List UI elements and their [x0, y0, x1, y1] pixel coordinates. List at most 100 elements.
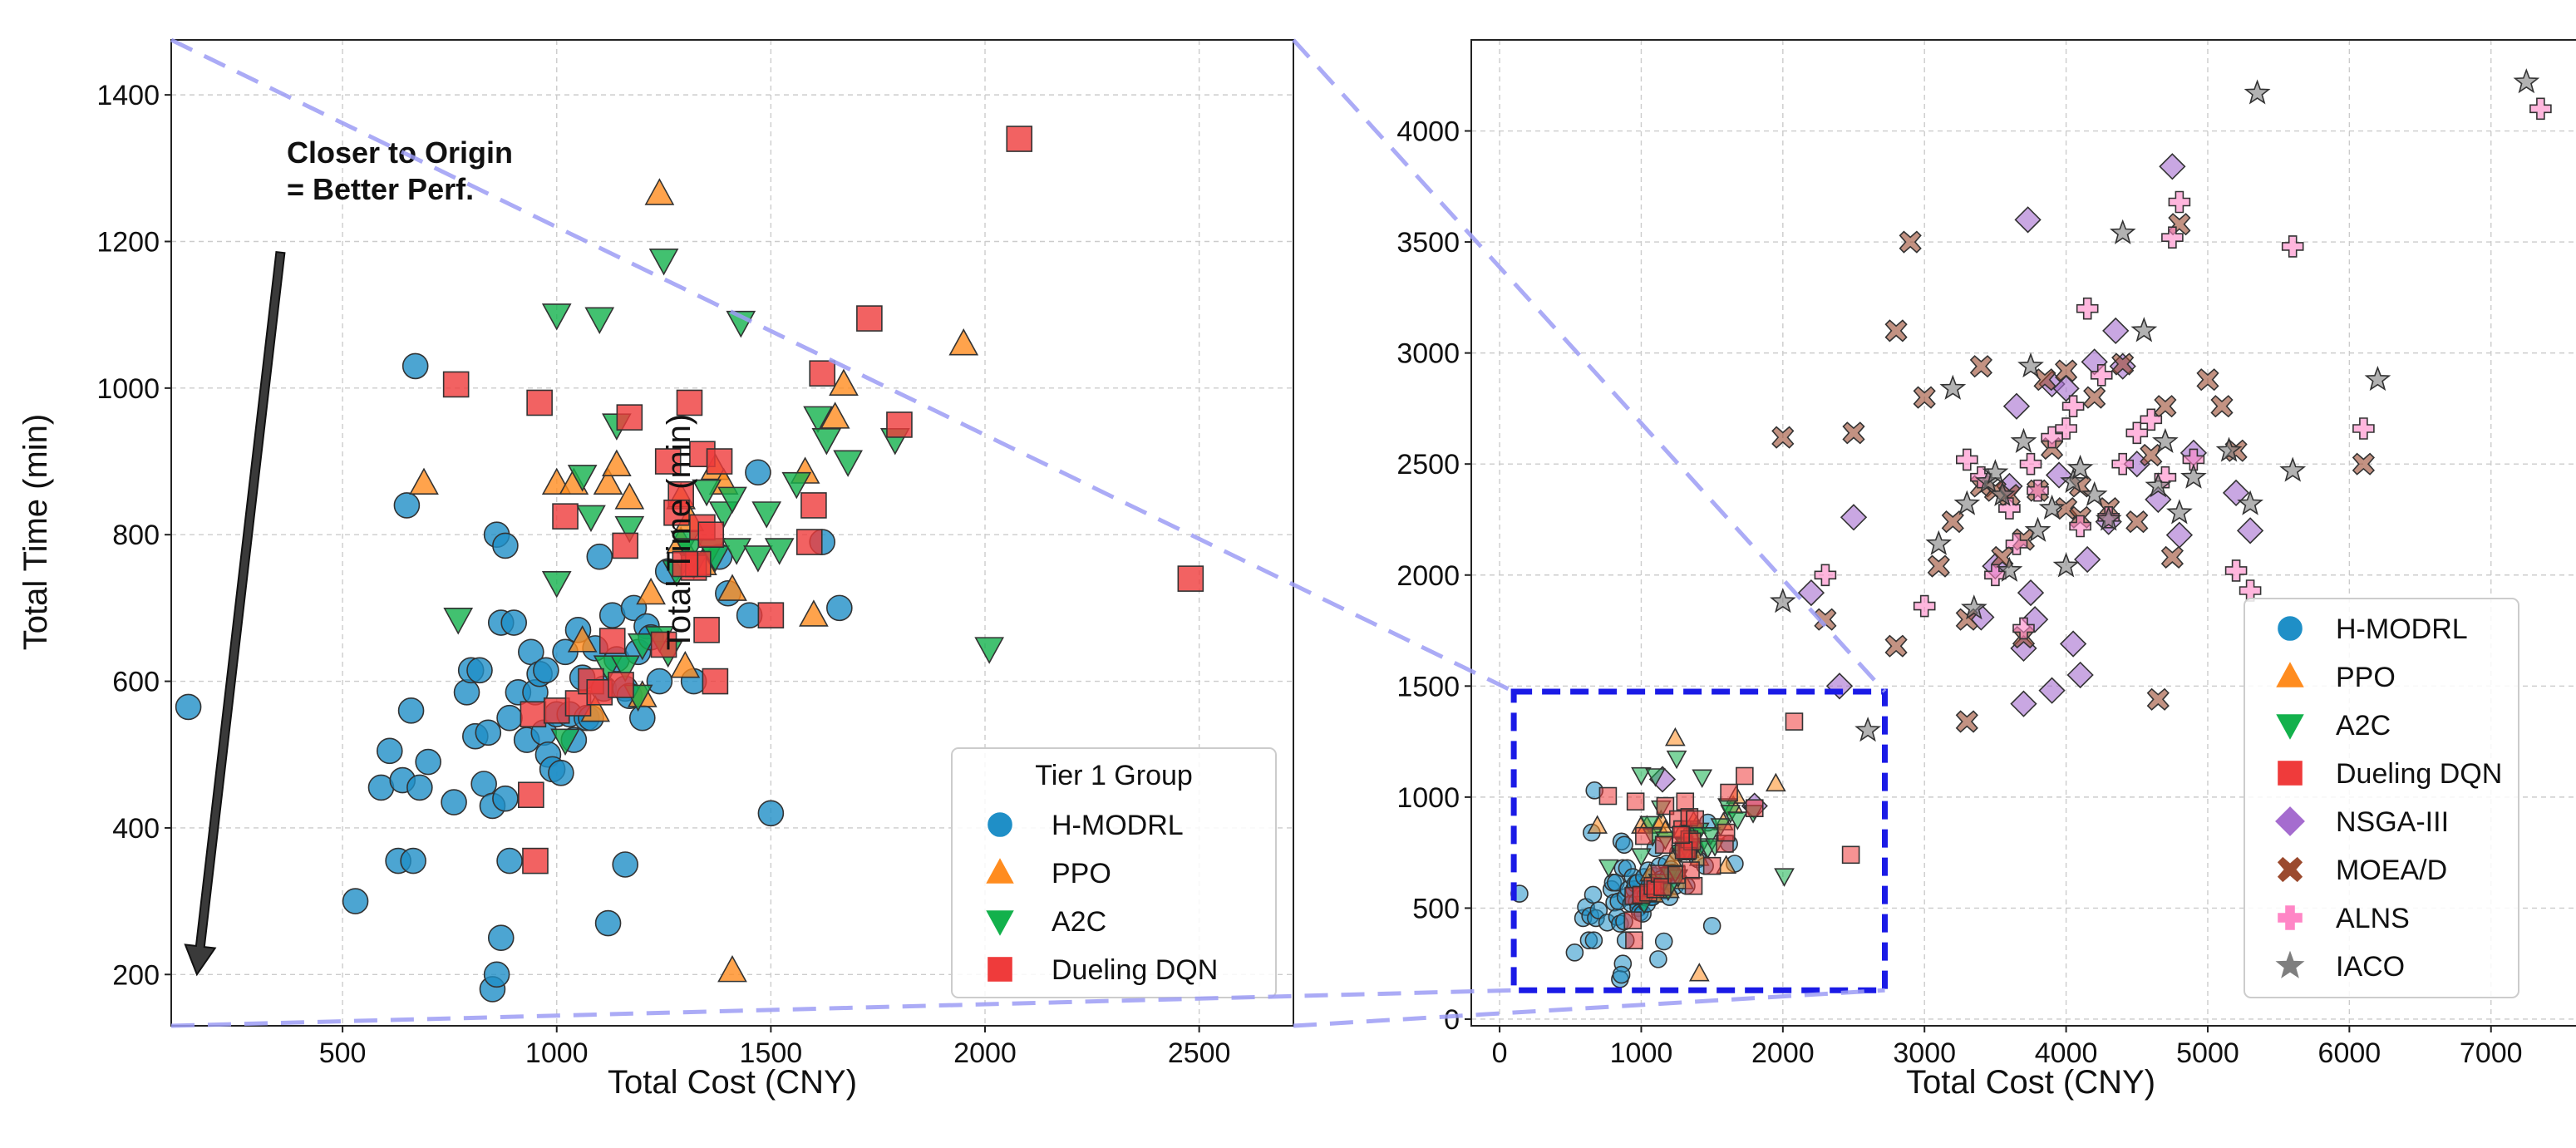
moea-d-point [2033, 368, 2056, 392]
alns-point [2352, 417, 2375, 440]
ppo-point [717, 954, 747, 983]
iaco-legend-marker [2275, 950, 2305, 978]
dueling-dqn-point [1177, 565, 1204, 592]
annotation-line1: Closer to Origin [287, 135, 513, 170]
a2c-point [584, 307, 615, 334]
alns-point [1913, 594, 1936, 618]
moea-d-point [2125, 510, 2149, 534]
annotation: Closer to Origin= Better Perf. [184, 135, 513, 977]
nsga-iii-point [2102, 317, 2130, 345]
dueling-dqn-point [654, 448, 682, 475]
a2c-point [541, 570, 572, 599]
moea-d-point [1955, 710, 1978, 733]
nsga-iii-point [2052, 375, 2080, 402]
alns-point [2281, 235, 2304, 258]
h-modrl-point [400, 847, 426, 875]
dueling-dqn-overview-point [1785, 712, 1804, 731]
a2c-point [610, 655, 641, 682]
iaco-point [2215, 436, 2243, 462]
a2c-point [443, 608, 474, 635]
x-axis-label: Total Cost (CNY) [608, 1064, 857, 1101]
dueling-dqn-overview-point [1672, 825, 1690, 845]
moea-d-point [2196, 368, 2219, 392]
h-modrl-point [612, 851, 638, 878]
moea-d-point [1842, 421, 1865, 445]
legend-label: NSGA-III [2336, 806, 2449, 838]
h-modrl-point [628, 704, 656, 732]
x-tick-label: 6000 [2318, 1037, 2381, 1069]
h-modrl-point [745, 459, 771, 486]
y-tick-label: 4000 [1396, 116, 1460, 148]
iaco-point [2066, 454, 2094, 480]
series-moea-d [1771, 213, 2375, 733]
alns-point [2076, 297, 2099, 320]
dueling-dqn-overview-point [1736, 766, 1754, 786]
nsga-iii-legend-marker [2275, 806, 2305, 836]
iaco-point [2081, 480, 2108, 507]
dueling-dqn-overview-point [1653, 878, 1672, 896]
iaco-point [1989, 480, 2016, 507]
dueling-dqn-point [520, 701, 547, 728]
alns-point [1956, 448, 1978, 471]
moea-d-point [1899, 230, 1922, 254]
nsga-iii-point [2059, 630, 2087, 658]
h-modrl-overview-point [1589, 901, 1608, 919]
arrow-to-origin [184, 250, 286, 977]
h-modrl-overview-point [1565, 944, 1584, 962]
y-tick-label: 1500 [1396, 671, 1460, 702]
a2c-point [811, 428, 842, 456]
a2c-point [717, 486, 747, 515]
dueling-dqn-overview-point [1686, 810, 1704, 829]
a2c-point [751, 501, 782, 529]
ppo-legend-marker [2276, 662, 2304, 687]
x-tick-label: 2500 [1168, 1037, 1231, 1069]
connector-bottom-left [170, 988, 1515, 1028]
x-tick-label: 7000 [2460, 1037, 2523, 1069]
y-tick-label: 2000 [1396, 560, 1460, 592]
nsga-iii-point [1840, 504, 1868, 531]
nsga-iii-point [2074, 545, 2101, 574]
h-modrl-point [401, 352, 429, 380]
a2c-point [743, 545, 773, 573]
h-modrl-point [826, 594, 853, 622]
dueling-dqn-point [616, 404, 643, 431]
dueling-dqn-point [706, 448, 733, 475]
alns-point [2019, 452, 2042, 475]
x-tick-label: 4000 [2035, 1037, 2098, 1069]
h-modrl-point [175, 693, 202, 721]
y-tick-label: 1400 [96, 80, 160, 111]
iaco-point [2017, 352, 2044, 378]
legend-label: A2C [2336, 710, 2391, 742]
h-modrl-point [483, 961, 510, 988]
legend-entry-h-modrl: H-MODRL [2278, 613, 2468, 645]
axes-frame [1470, 39, 2576, 1027]
legend-entry-a2c: A2C [2276, 710, 2391, 742]
dueling-dqn-overview-point [1656, 796, 1675, 815]
h-modrl-overview-point [1584, 931, 1603, 949]
a2c-overview-point [1631, 848, 1652, 867]
h-modrl-point [757, 800, 785, 827]
iaco-point [2095, 505, 2122, 531]
nsga-iii-point [2002, 392, 2031, 420]
alns-point [1984, 564, 2007, 587]
dueling-dqn-overview-point [1720, 783, 1738, 802]
h-modrl-point [470, 771, 497, 797]
y-tick-label: 600 [112, 667, 160, 698]
a2c-point [576, 505, 606, 533]
dueling-dqn-point [663, 499, 690, 526]
a2c-point [764, 538, 795, 565]
nsga-iii-point [2038, 677, 2066, 704]
y-tick-label: 800 [112, 520, 160, 551]
dueling-dqn-legend-marker [2278, 761, 2303, 786]
a2c-point [614, 515, 645, 544]
dueling-dqn-point [672, 550, 699, 578]
alns-legend-marker [2278, 905, 2303, 930]
iaco-point [2145, 472, 2172, 498]
series-h-modrl [175, 352, 853, 1003]
dueling-dqn-point [795, 529, 823, 555]
alns-point [2061, 395, 2085, 418]
iaco-point [1770, 588, 1796, 613]
ppo-point [717, 574, 747, 601]
nsga-iii-point [2236, 517, 2264, 544]
